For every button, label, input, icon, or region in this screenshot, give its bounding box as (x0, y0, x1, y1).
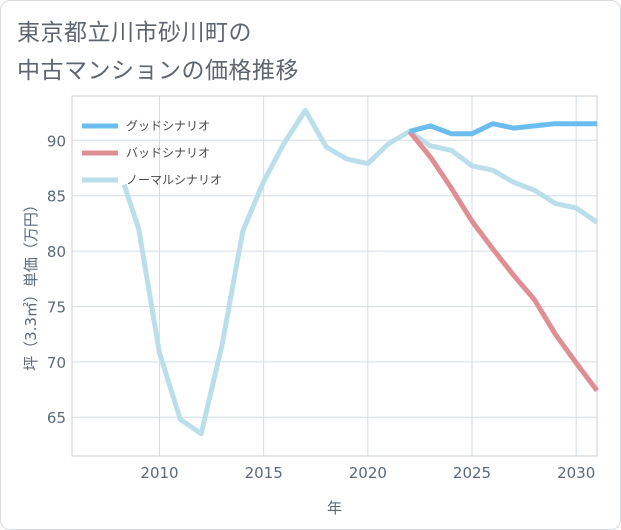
x-tick-label: 2015 (245, 464, 283, 482)
x-tick-label: 2010 (140, 464, 178, 482)
series-line-1 (407, 129, 599, 393)
chart-title-line-1: 東京都立川市砂川町の (17, 20, 252, 46)
x-axis-label: 年 (327, 499, 342, 517)
x-tick-label: 2025 (453, 464, 491, 482)
series-line-0 (408, 121, 597, 137)
legend-label-1: バッドシナリオ (126, 146, 210, 160)
chart-title-line-2: 中古マンションの価格推移 (17, 58, 299, 84)
chart-title: 東京都立川市砂川町の 中古マンションの価格推移 (17, 14, 299, 90)
y-tick-label: 75 (47, 298, 66, 316)
y-tick-label: 90 (47, 132, 66, 150)
legend-label-0: グッドシナリオ (126, 119, 210, 133)
x-tick-label: 2030 (557, 464, 595, 482)
plot-frame (71, 95, 598, 457)
y-tick-label: 65 (47, 409, 66, 427)
y-tick-label: 70 (47, 354, 66, 372)
series-line-2 (121, 107, 599, 437)
y-tick-label: 80 (47, 243, 66, 261)
x-tick-label: 2020 (349, 464, 387, 482)
legend-label-2: ノーマルシナリオ (126, 173, 222, 187)
y-tick-label: 85 (47, 188, 66, 206)
y-axis-label: 坪（3.3㎡）単価（万円） (22, 197, 40, 371)
